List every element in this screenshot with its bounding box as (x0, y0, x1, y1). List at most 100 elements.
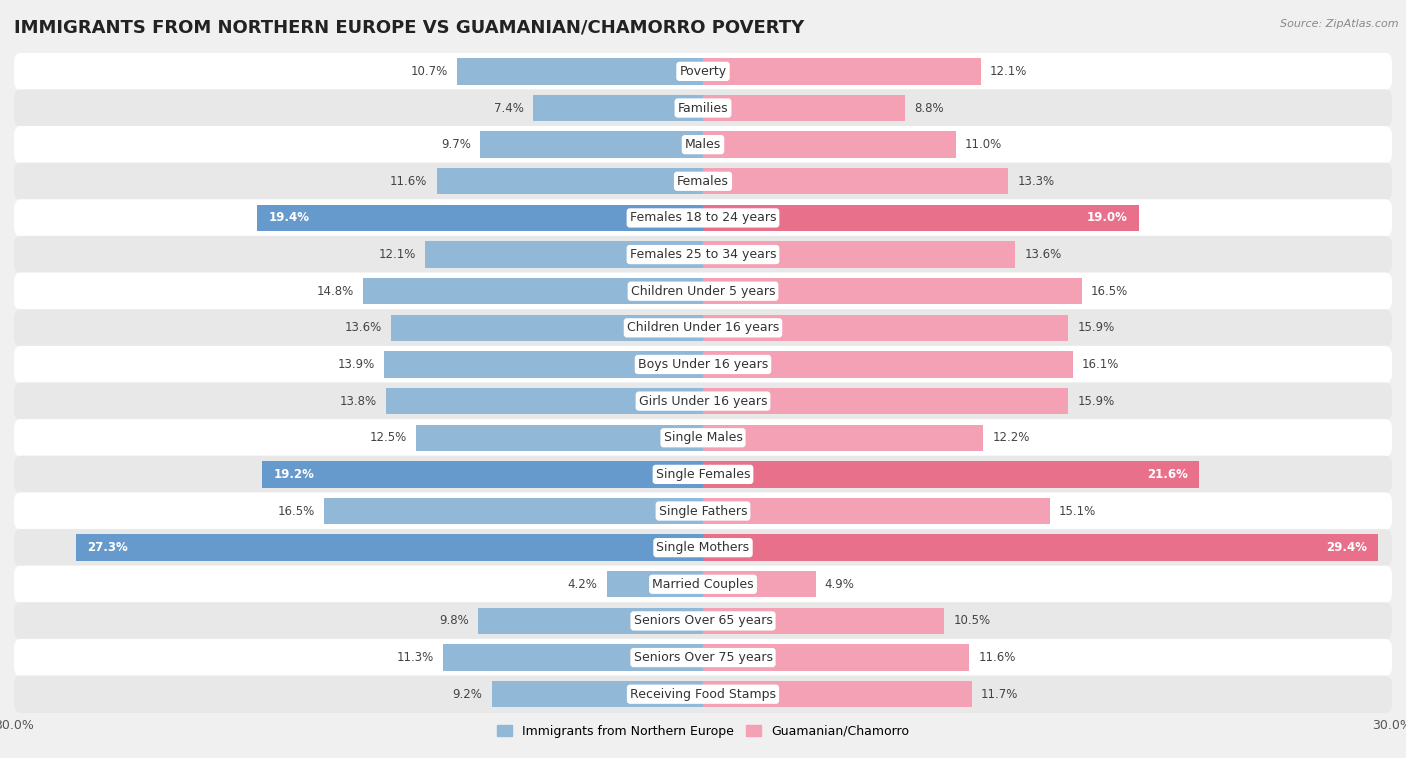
FancyBboxPatch shape (14, 273, 1392, 310)
Text: 10.5%: 10.5% (953, 615, 990, 628)
Text: 13.3%: 13.3% (1018, 175, 1054, 188)
Text: Families: Families (678, 102, 728, 114)
Text: 15.9%: 15.9% (1077, 395, 1115, 408)
Text: IMMIGRANTS FROM NORTHERN EUROPE VS GUAMANIAN/CHAMORRO POVERTY: IMMIGRANTS FROM NORTHERN EUROPE VS GUAMA… (14, 19, 804, 37)
Text: 14.8%: 14.8% (316, 285, 354, 298)
Bar (703, 424, 983, 451)
FancyBboxPatch shape (14, 163, 1392, 200)
Text: Males: Males (685, 138, 721, 151)
Text: Single Males: Single Males (664, 431, 742, 444)
Bar (416, 424, 703, 451)
Bar (457, 58, 703, 85)
FancyBboxPatch shape (14, 53, 1392, 90)
Bar (703, 58, 981, 85)
FancyBboxPatch shape (14, 309, 1392, 346)
Text: Females: Females (678, 175, 728, 188)
Text: 13.6%: 13.6% (1025, 248, 1062, 261)
FancyBboxPatch shape (14, 236, 1392, 273)
Bar (703, 205, 1139, 231)
FancyBboxPatch shape (14, 346, 1392, 383)
Bar (323, 498, 703, 525)
Bar (703, 241, 1015, 268)
Text: 8.8%: 8.8% (914, 102, 943, 114)
Text: Children Under 16 years: Children Under 16 years (627, 321, 779, 334)
Text: 10.7%: 10.7% (411, 65, 449, 78)
Text: 19.0%: 19.0% (1087, 211, 1128, 224)
Text: 11.6%: 11.6% (979, 651, 1017, 664)
Bar (387, 388, 703, 415)
Legend: Immigrants from Northern Europe, Guamanian/Chamorro: Immigrants from Northern Europe, Guamani… (492, 719, 914, 743)
FancyBboxPatch shape (14, 383, 1392, 420)
FancyBboxPatch shape (14, 639, 1392, 676)
Bar (703, 571, 815, 597)
FancyBboxPatch shape (14, 419, 1392, 456)
Text: 12.5%: 12.5% (370, 431, 406, 444)
Text: 12.1%: 12.1% (990, 65, 1028, 78)
Bar (703, 681, 972, 707)
Text: 11.7%: 11.7% (981, 688, 1018, 700)
Text: 4.9%: 4.9% (825, 578, 855, 590)
Text: Females 18 to 24 years: Females 18 to 24 years (630, 211, 776, 224)
FancyBboxPatch shape (14, 529, 1392, 566)
Bar (703, 498, 1050, 525)
Bar (703, 131, 956, 158)
Text: 15.9%: 15.9% (1077, 321, 1115, 334)
Bar (481, 131, 703, 158)
FancyBboxPatch shape (14, 456, 1392, 493)
Bar (262, 461, 703, 487)
Text: Females 25 to 34 years: Females 25 to 34 years (630, 248, 776, 261)
Text: 12.2%: 12.2% (993, 431, 1029, 444)
Bar (606, 571, 703, 597)
Bar (533, 95, 703, 121)
Bar (363, 278, 703, 305)
Text: 11.3%: 11.3% (396, 651, 434, 664)
Bar (437, 168, 703, 195)
Bar (703, 168, 1008, 195)
Text: 13.8%: 13.8% (340, 395, 377, 408)
Bar (703, 534, 1378, 561)
Text: Married Couples: Married Couples (652, 578, 754, 590)
Text: 13.6%: 13.6% (344, 321, 381, 334)
Text: Seniors Over 65 years: Seniors Over 65 years (634, 615, 772, 628)
FancyBboxPatch shape (14, 565, 1392, 603)
Bar (391, 315, 703, 341)
FancyBboxPatch shape (14, 89, 1392, 127)
Text: 21.6%: 21.6% (1147, 468, 1188, 481)
Text: 16.5%: 16.5% (277, 505, 315, 518)
Text: Single Mothers: Single Mothers (657, 541, 749, 554)
Bar (425, 241, 703, 268)
Text: 9.7%: 9.7% (441, 138, 471, 151)
FancyBboxPatch shape (14, 493, 1392, 530)
Text: Single Females: Single Females (655, 468, 751, 481)
Text: Source: ZipAtlas.com: Source: ZipAtlas.com (1281, 19, 1399, 29)
Bar (703, 315, 1069, 341)
Bar (703, 644, 969, 671)
Text: 4.2%: 4.2% (568, 578, 598, 590)
Text: Single Fathers: Single Fathers (659, 505, 747, 518)
Bar (703, 278, 1083, 305)
FancyBboxPatch shape (14, 675, 1392, 713)
Bar (478, 608, 703, 634)
Bar (257, 205, 703, 231)
FancyBboxPatch shape (14, 199, 1392, 236)
Text: Children Under 5 years: Children Under 5 years (631, 285, 775, 298)
Text: 7.4%: 7.4% (494, 102, 524, 114)
Text: Girls Under 16 years: Girls Under 16 years (638, 395, 768, 408)
FancyBboxPatch shape (14, 126, 1392, 163)
Text: 15.1%: 15.1% (1059, 505, 1097, 518)
Bar (703, 461, 1199, 487)
Text: 9.8%: 9.8% (439, 615, 468, 628)
Text: 29.4%: 29.4% (1326, 541, 1367, 554)
Text: 9.2%: 9.2% (453, 688, 482, 700)
Text: 12.1%: 12.1% (378, 248, 416, 261)
Text: Receiving Food Stamps: Receiving Food Stamps (630, 688, 776, 700)
Text: Seniors Over 75 years: Seniors Over 75 years (634, 651, 772, 664)
Bar (703, 95, 905, 121)
Text: 16.1%: 16.1% (1083, 358, 1119, 371)
Text: 11.0%: 11.0% (965, 138, 1002, 151)
Text: 13.9%: 13.9% (337, 358, 374, 371)
Bar (443, 644, 703, 671)
Bar (492, 681, 703, 707)
Text: 11.6%: 11.6% (389, 175, 427, 188)
Text: 27.3%: 27.3% (87, 541, 128, 554)
